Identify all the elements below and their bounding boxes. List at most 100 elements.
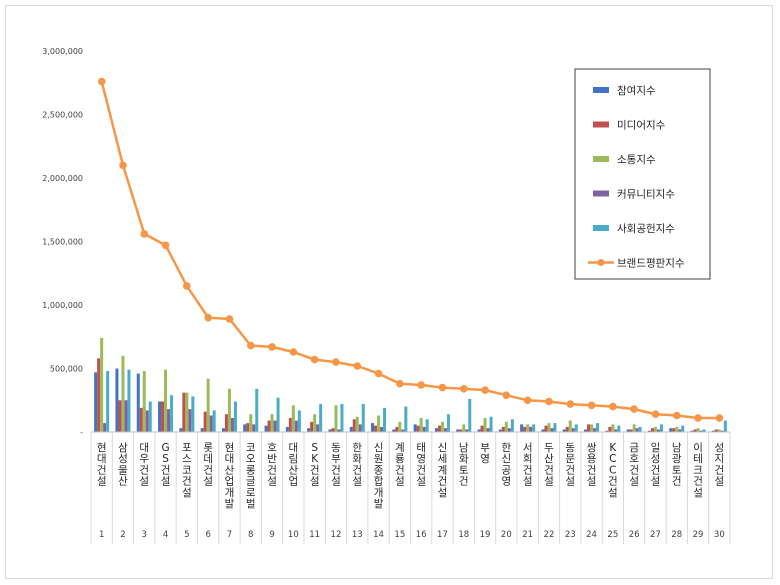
bar [264, 425, 268, 432]
bar [297, 410, 301, 432]
line-point [673, 411, 681, 420]
rank-label: 2 [120, 530, 125, 540]
line-point [417, 381, 425, 389]
bar [121, 355, 125, 432]
rank-label: 3 [142, 530, 147, 540]
bar [401, 429, 405, 432]
rank-label: 12 [331, 530, 342, 540]
bar [206, 378, 210, 432]
rank-label: 29 [693, 530, 704, 540]
bar [115, 368, 119, 432]
bar [179, 428, 183, 432]
bar [446, 414, 450, 432]
y-tick-label: 500,000 [50, 365, 83, 374]
legend-swatch [593, 121, 609, 128]
bar [337, 429, 341, 432]
brand-reputation-chart: - 500,000 1,000,000 1,500,000 2,000,000 2,500… [42, 47, 731, 544]
bar [233, 401, 237, 432]
y-tick-label: 2,000,000 [42, 174, 83, 183]
rank-label: 6 [205, 530, 210, 540]
line-point [715, 414, 724, 422]
bar-series [94, 338, 727, 432]
y-tick-label: 1,000,000 [42, 301, 83, 310]
bar [255, 388, 259, 432]
legend-swatch [593, 87, 609, 93]
bar [653, 426, 657, 432]
bar [480, 425, 484, 432]
bar [699, 430, 703, 432]
bar [678, 429, 682, 432]
bar [371, 423, 375, 432]
rank-label: 18 [458, 530, 469, 540]
bar [425, 419, 429, 432]
bar [568, 420, 572, 432]
bar [124, 400, 128, 432]
bar [632, 424, 636, 432]
bar [103, 423, 107, 432]
bar [328, 429, 332, 432]
bar [249, 414, 253, 432]
bar [100, 338, 104, 432]
rank-label: 24 [586, 530, 597, 540]
legend-swatch [593, 156, 609, 162]
legend-label: 미디어지수 [617, 120, 666, 132]
rank-label: 4 [163, 530, 168, 540]
line-point [332, 358, 340, 366]
bar [520, 424, 524, 432]
line-point [609, 402, 617, 411]
bar [294, 420, 298, 432]
bar [349, 426, 353, 432]
bar [659, 424, 663, 432]
bar [468, 398, 472, 432]
bar [504, 421, 508, 432]
y-tick-label: 2,500,000 [42, 111, 83, 120]
bar [629, 429, 633, 432]
bar [617, 425, 621, 432]
rank-label: 11 [309, 530, 320, 540]
bar [246, 423, 250, 432]
line-point [247, 341, 255, 350]
bar [310, 421, 314, 432]
bar [355, 416, 359, 432]
bar [212, 410, 216, 432]
rank-label: 21 [522, 530, 533, 540]
bar [267, 420, 271, 432]
bar [97, 358, 101, 432]
bar [486, 428, 490, 432]
bar [669, 428, 673, 432]
bar [587, 424, 591, 432]
bar [334, 405, 338, 432]
bar [307, 428, 311, 432]
bar [383, 407, 387, 432]
bar [532, 424, 536, 432]
rank-label: 17 [437, 530, 448, 540]
legend-label: 커뮤니티지수 [617, 189, 675, 201]
bar [574, 424, 578, 432]
bar [313, 414, 317, 432]
line-point [651, 410, 660, 419]
line-point [140, 230, 149, 238]
bar [553, 423, 557, 432]
bar [316, 424, 320, 432]
bar [340, 404, 344, 432]
y-tick-label: - [80, 428, 83, 437]
bar [675, 426, 679, 432]
rank-label: 7 [227, 530, 232, 540]
bar [638, 426, 642, 432]
rank-label: 15 [394, 530, 405, 540]
bar [252, 424, 256, 432]
line-point [374, 369, 383, 378]
y-tick-label: 3,000,000 [42, 47, 83, 56]
bar [440, 421, 444, 432]
